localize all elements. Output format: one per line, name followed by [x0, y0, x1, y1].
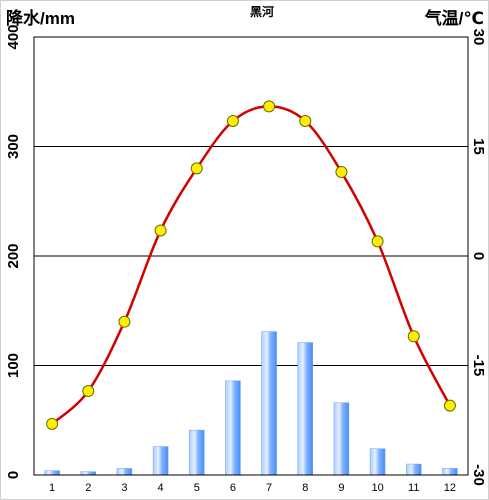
right-tick-label: 15 — [470, 138, 487, 155]
left-axis-ticks: 0 100 200 300 400 — [5, 24, 22, 479]
precipitation-bar — [261, 331, 277, 476]
precipitation-bar — [152, 446, 169, 476]
left-tick-label: 300 — [5, 134, 22, 159]
right-axis-ticks: -30 -15 0 15 30 — [470, 29, 487, 486]
plot-frame — [33, 36, 469, 476]
x-axis-ticks: 1 2 3 4 5 6 7 8 9 10 11 12 — [49, 482, 456, 494]
x-tick-label: 4 — [158, 482, 164, 494]
left-tick-label: 0 — [5, 471, 22, 479]
x-tick-label: 10 — [371, 482, 383, 494]
right-tick-label: -30 — [470, 464, 487, 486]
x-tick-label: 9 — [338, 482, 344, 494]
temperature-point — [118, 315, 131, 328]
precipitation-bar — [297, 342, 313, 476]
precipitation-bar — [189, 429, 205, 476]
x-tick-label: 8 — [302, 482, 308, 494]
x-tick-label: 7 — [266, 482, 272, 494]
x-tick-label: 6 — [230, 482, 236, 494]
temperature-point — [407, 330, 420, 343]
temperature-point — [371, 235, 384, 248]
x-tick-label: 5 — [194, 482, 200, 494]
x-tick-label: 11 — [408, 482, 419, 494]
right-axis-label: 气温/℃ — [424, 8, 484, 28]
temperature-point — [443, 399, 456, 412]
x-tick-label: 2 — [85, 482, 91, 494]
x-tick-label: 3 — [121, 482, 127, 494]
temperature-point — [190, 162, 203, 175]
precipitation-bar — [116, 468, 133, 476]
plot-border — [33, 36, 469, 476]
temperature-point — [335, 166, 348, 179]
temperature-point — [263, 100, 276, 113]
right-tick-label: -15 — [470, 355, 487, 377]
precipitation-bar — [333, 402, 350, 476]
precipitation-bar — [442, 468, 458, 476]
right-tick-label: 0 — [470, 252, 487, 260]
precipitation-bar — [225, 380, 241, 476]
grid-lines — [34, 146, 468, 366]
x-tick-label: 12 — [444, 482, 456, 494]
left-axis-label: 降水/mm — [6, 8, 75, 28]
precipitation-bar — [406, 463, 422, 476]
precipitation-bar — [369, 448, 386, 476]
x-tick-label: 1 — [49, 482, 55, 494]
right-tick-label: 30 — [470, 29, 487, 46]
temperature-point — [46, 417, 59, 430]
left-tick-label: 400 — [5, 24, 22, 49]
temperature-point — [299, 114, 312, 127]
temperature-line — [46, 100, 456, 430]
chart-title: 黑河 — [250, 4, 274, 19]
left-tick-label: 100 — [5, 353, 22, 378]
precipitation-bar — [44, 470, 60, 476]
left-tick-label: 200 — [5, 243, 22, 268]
temperature-point — [82, 385, 95, 398]
temperature-point — [226, 114, 239, 127]
temperature-point — [154, 224, 167, 237]
